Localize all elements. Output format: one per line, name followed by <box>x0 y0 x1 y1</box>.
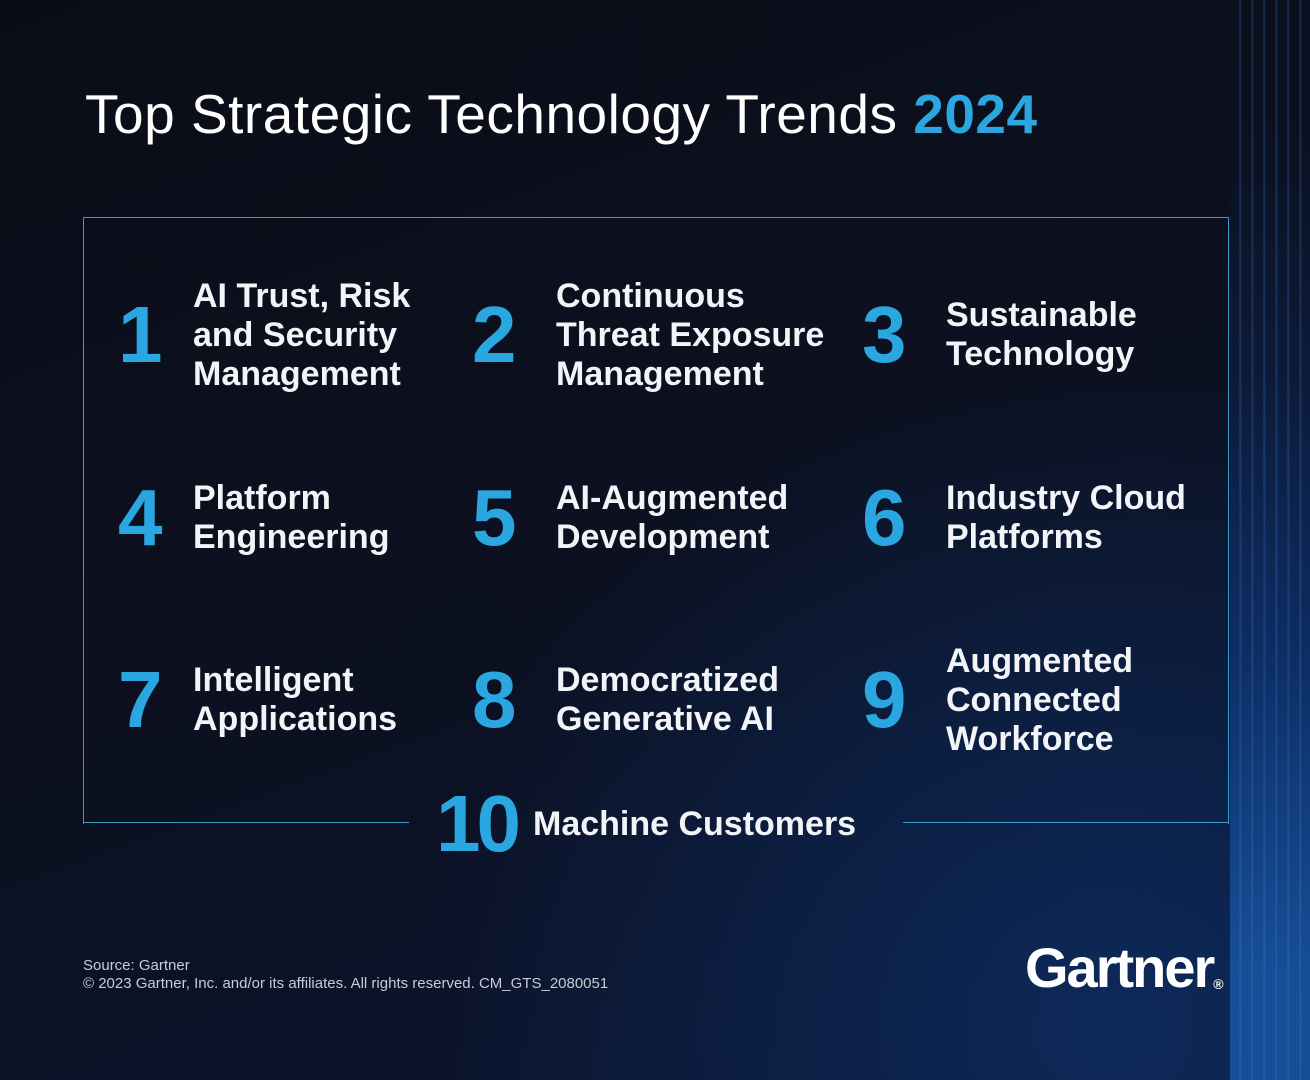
trend-label-line: Workforce <box>946 719 1114 758</box>
logo-text: Gartner <box>1025 936 1215 999</box>
trend-label-line: Engineering <box>193 518 390 556</box>
trend-label: Industry Cloud Platforms <box>946 479 1186 557</box>
source: Source: Gartner <box>83 957 190 974</box>
trend-number: 5 <box>472 473 516 562</box>
trend-label-line: Augmented <box>946 641 1133 680</box>
trend-label: Continuous Threat Exposure Management <box>556 277 824 394</box>
title-text: Top Strategic Technology Trends <box>85 83 898 145</box>
trend-label-line: Threat Exposure <box>556 315 825 354</box>
trend-label-line: Connected <box>946 680 1122 719</box>
trend-label-line: Intelligent <box>193 661 354 699</box>
trend-label-line: Sustainable <box>946 296 1137 334</box>
trend-label-line: AI Trust, Risk <box>193 276 411 315</box>
trend-label: AI-Augmented Development <box>556 479 788 557</box>
trend-label-line: Democratized <box>556 661 779 699</box>
trend-label-line: Platforms <box>946 518 1103 556</box>
trend-label-line: Generative AI <box>556 700 774 738</box>
trend-number: 2 <box>472 290 516 379</box>
trend-label-line: Continuous <box>556 276 745 315</box>
title: Top Strategic Technology Trends 2024 <box>85 82 1038 146</box>
frame-bottom-right <box>903 822 1228 823</box>
trend-number: 7 <box>118 655 162 744</box>
decoration <box>1230 0 1310 1080</box>
trend-label-line: Industry Cloud <box>946 479 1186 517</box>
logo-mark: ® <box>1213 976 1224 992</box>
trend-number: 6 <box>862 473 906 562</box>
frame <box>83 217 1229 824</box>
trend-number: 8 <box>472 655 516 744</box>
trend-label: AI Trust, Risk and Security Management <box>193 277 410 394</box>
trend-label: Platform Engineering <box>193 479 389 557</box>
trend-label-line: Technology <box>946 335 1135 373</box>
trend-number: 3 <box>862 290 906 379</box>
trend-label-line: Applications <box>193 700 398 738</box>
logo: Gartner® <box>1025 935 1224 1000</box>
trend-label-line: Machine Customers <box>533 804 857 843</box>
trend-label-line: Development <box>556 518 770 556</box>
title-year: 2024 <box>913 83 1038 145</box>
trend-label-line: AI-Augmented <box>556 479 789 517</box>
trend-number: 4 <box>118 473 162 562</box>
trend-label: Augmented Connected Workforce <box>946 642 1133 759</box>
trend-label-line: Management <box>193 354 401 393</box>
copyright: © 2023 Gartner, Inc. and/or its affiliat… <box>83 975 609 992</box>
trend-label: Intelligent Applications <box>193 661 397 739</box>
frame-bottom-left <box>83 822 409 823</box>
trend-label-line: Platform <box>193 479 331 517</box>
trend-number: 10 <box>436 779 521 868</box>
trend-label: Sustainable Technology <box>946 296 1137 374</box>
trend-number: 9 <box>862 655 906 744</box>
trend-label-line: Management <box>556 354 764 393</box>
trend-label-line: and Security <box>193 315 398 354</box>
trend-label: Democratized Generative AI <box>556 661 779 739</box>
trend-number: 1 <box>118 290 162 379</box>
trend-label: Machine Customers <box>533 805 856 844</box>
